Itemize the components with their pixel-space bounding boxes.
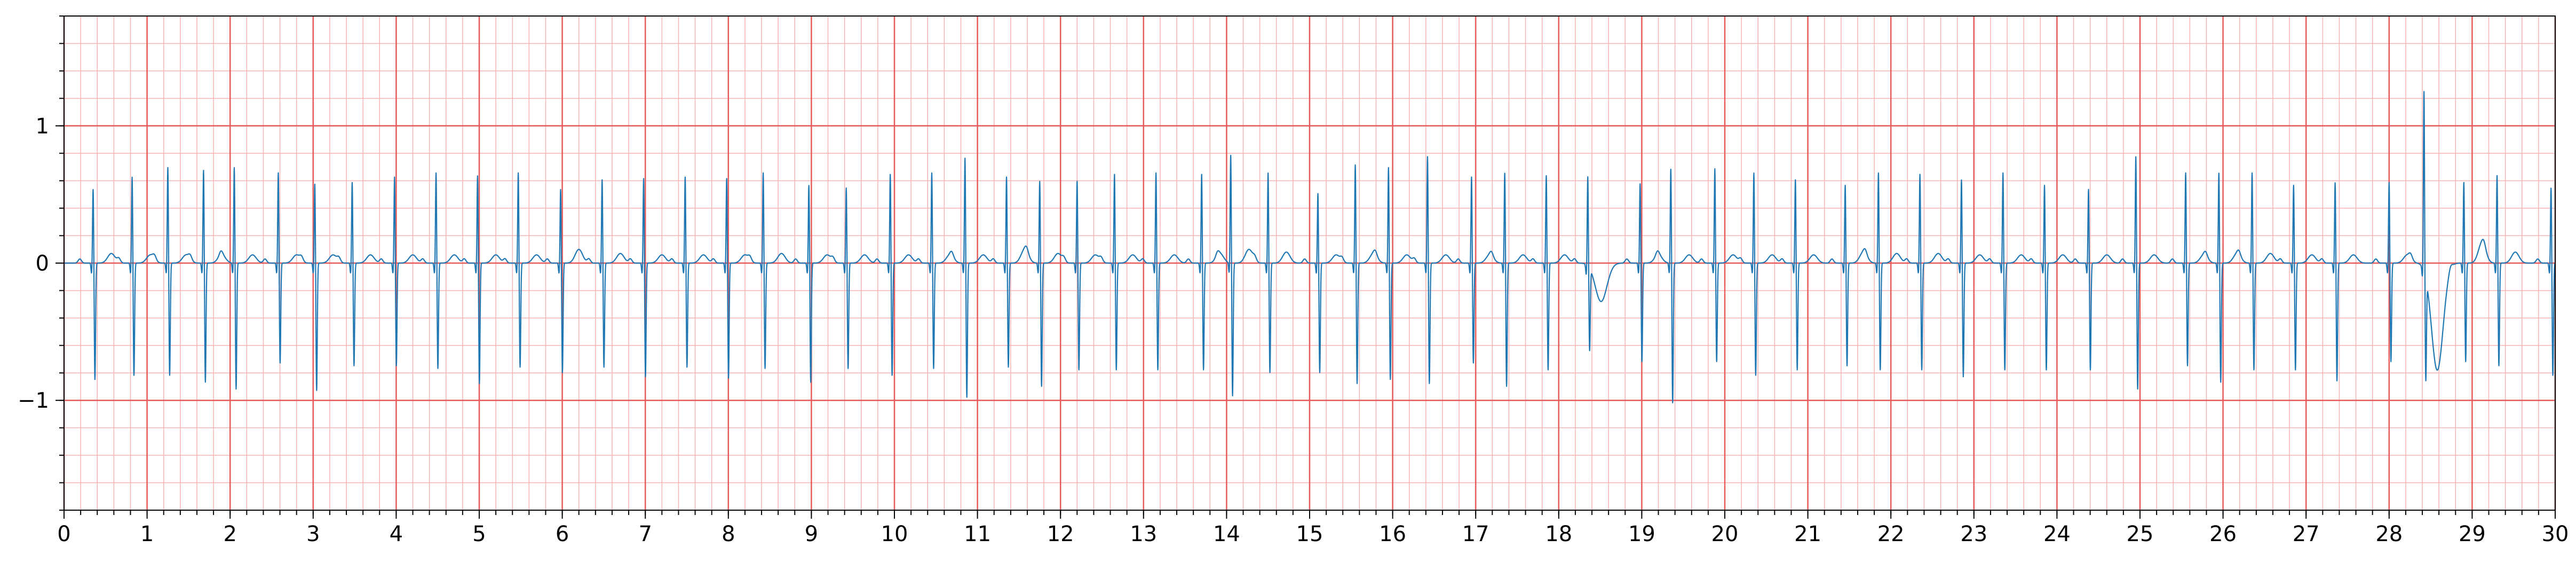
x-tick-label: 21 xyxy=(1794,522,1821,546)
x-tick-label: 12 xyxy=(1047,522,1074,546)
x-tick-label: 8 xyxy=(722,522,735,546)
x-tick-label: 5 xyxy=(472,522,486,546)
x-axis: 0 1 2 3 4 5 6 7 8 9 10 11 12 13 14 15 16 17 18 19 20 21 22 23 24… xyxy=(57,510,2569,546)
x-tick-label: 24 xyxy=(2043,522,2071,546)
x-tick-label: 25 xyxy=(2127,522,2154,546)
x-tick-label: 20 xyxy=(1711,522,1739,546)
x-tick-label: 3 xyxy=(306,522,320,546)
x-tick-label: 7 xyxy=(638,522,652,546)
x-tick-label: 2 xyxy=(223,522,236,546)
ecg-trace-layer xyxy=(64,91,2556,403)
x-tick-label: 18 xyxy=(1545,522,1572,546)
y-axis: −1 0 1 xyxy=(18,15,64,511)
x-tick-label: 29 xyxy=(2459,522,2486,546)
x-tick-label: 1 xyxy=(140,522,154,546)
x-tick-label: 9 xyxy=(805,522,818,546)
x-tick-label: 28 xyxy=(2375,522,2403,546)
x-tick-label: 10 xyxy=(881,522,908,546)
x-tick-label: 11 xyxy=(964,522,991,546)
ecg-trace-line xyxy=(64,91,2556,403)
x-tick-label: 4 xyxy=(390,522,403,546)
y-tick-label: −1 xyxy=(18,388,49,413)
y-tick-label: 0 xyxy=(36,251,49,276)
x-tick-label: 19 xyxy=(1628,522,1655,546)
x-tick-label: 0 xyxy=(57,522,70,546)
y-tick-label: 1 xyxy=(36,114,49,139)
x-tick-label: 22 xyxy=(1877,522,1905,546)
x-tick-label: 30 xyxy=(2542,522,2569,546)
x-tick-label: 16 xyxy=(1379,522,1406,546)
x-tick-label: 6 xyxy=(556,522,569,546)
x-tick-label: 27 xyxy=(2293,522,2320,546)
x-tick-label: 17 xyxy=(1462,522,1489,546)
x-tick-label: 14 xyxy=(1213,522,1240,546)
x-tick-label: 26 xyxy=(2209,522,2237,546)
x-tick-label: 23 xyxy=(1960,522,1987,546)
x-tick-label: 15 xyxy=(1296,522,1323,546)
x-tick-label: 13 xyxy=(1130,522,1157,546)
